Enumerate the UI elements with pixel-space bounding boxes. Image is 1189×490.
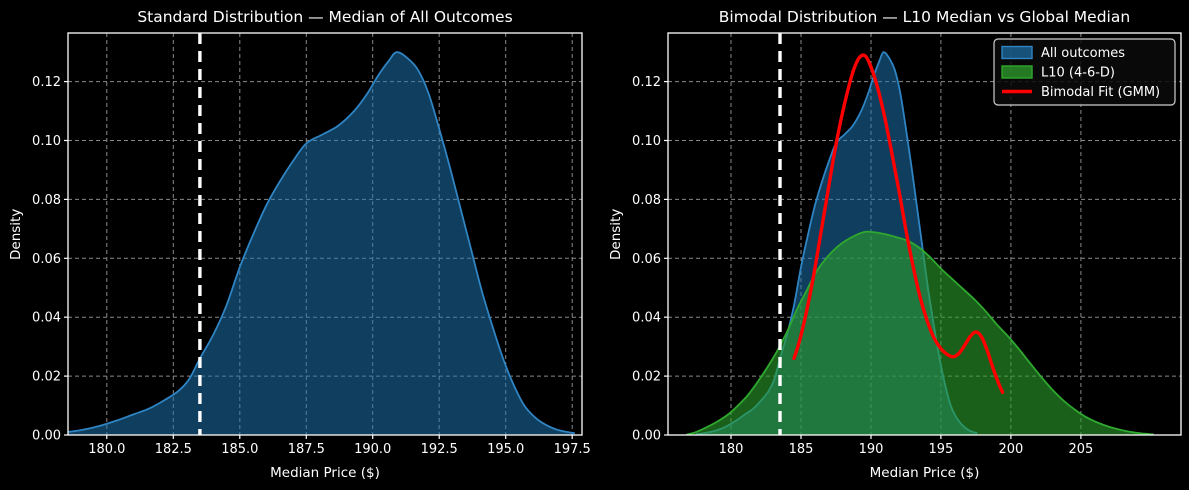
legend: All outcomes L10 (4-6-D) Bimodal Fit (GMM) (993, 38, 1176, 106)
x-tick-label: 197.5 (554, 442, 591, 457)
left-chart-title: Standard Distribution — Median of All Ou… (137, 8, 513, 26)
y-tick-label: 0.06 (32, 252, 61, 267)
legend-label-all-outcomes: All outcomes (1041, 46, 1125, 61)
chart-panel-1: 180 185 190 195 200 205 0.00 0.02 0.04 0.06 0.08 0.… (632, 32, 1182, 457)
y-tick-label: 0.04 (32, 311, 61, 326)
left-x-axis-label: Median Price ($) (270, 465, 380, 481)
x-tick-label: 185 (789, 442, 814, 457)
kde-curve-all-outcomes (68, 51, 575, 435)
y-tick-label: 0.02 (32, 370, 61, 385)
y-tick-label: 0.10 (32, 134, 61, 149)
y-tick-label: 0.08 (632, 193, 661, 208)
axes-spines (67, 32, 583, 436)
x-tick-label: 182.5 (155, 442, 192, 457)
legend-label-l10-4-6-d: L10 (4-6-D) (1041, 66, 1115, 81)
y-tick-label: 0.12 (32, 75, 61, 90)
x-tick-label: 180.0 (88, 442, 125, 457)
left-y-axis-label: Density (8, 208, 24, 260)
legend-label-bimodal-fit-gmm: Bimodal Fit (GMM) (1041, 85, 1160, 100)
kde-area-l10-4-6-d (686, 231, 1154, 435)
y-tick-label: 0.00 (32, 429, 61, 444)
chart-panel-0: 180.0 182.5 185.0 187.5 190.0 192.5 195.0 197.5… (32, 32, 591, 457)
x-tick-label: 192.5 (421, 442, 458, 457)
y-tick-label: 0.02 (632, 370, 661, 385)
x-tick-label: 185.0 (221, 442, 258, 457)
x-tick-label: 190.0 (354, 442, 391, 457)
kde-area-all-outcomes (68, 52, 575, 435)
legend-swatch-all-outcomes (1001, 45, 1033, 60)
right-x-axis-label: Median Price ($) (869, 465, 980, 481)
x-tick-label: 200 (998, 442, 1023, 457)
y-tick-label: 0.00 (632, 429, 661, 444)
fit-line-bimodal-fit-gmm (792, 53, 1005, 394)
x-tick-label: 180 (719, 442, 744, 457)
y-tick-label: 0.12 (632, 75, 661, 90)
x-tick-label: 205 (1068, 442, 1093, 457)
y-tick-label: 0.10 (632, 134, 661, 149)
x-tick-label: 195 (928, 442, 953, 457)
axes-spines (667, 32, 1182, 436)
x-tick-label: 190 (859, 442, 884, 457)
y-tick-label: 0.04 (632, 311, 661, 326)
right-y-axis-label: Density (608, 208, 624, 260)
y-tick-label: 0.06 (632, 252, 661, 267)
x-tick-label: 195.0 (487, 442, 524, 457)
legend-swatch-l10-4-6-d (1001, 65, 1033, 79)
right-chart-title: Bimodal Distribution — L10 Median vs Glo… (718, 8, 1131, 26)
x-tick-label: 187.5 (288, 442, 325, 457)
legend-box (993, 38, 1176, 106)
y-tick-label: 0.08 (32, 193, 61, 208)
